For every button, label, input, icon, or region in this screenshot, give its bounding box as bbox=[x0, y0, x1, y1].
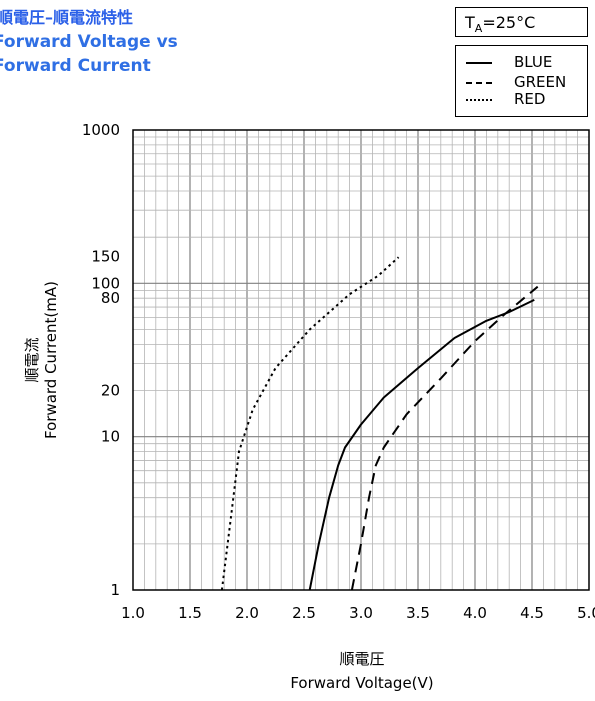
series-line-blue bbox=[308, 298, 535, 591]
temperature-symbol: T bbox=[465, 13, 475, 32]
y-tick-label: 20 bbox=[101, 382, 120, 400]
legend-item-red: RED bbox=[466, 90, 584, 108]
x-tick-label: 3.5 bbox=[406, 604, 430, 622]
title-japanese: 順電圧–順電流特性 bbox=[0, 8, 134, 27]
x-tick-label: 2.5 bbox=[292, 604, 316, 622]
x-tick-label: 1.5 bbox=[178, 604, 202, 622]
temperature-value: =25°C bbox=[482, 13, 536, 32]
x-axis-label-english: Forward Voltage(V) bbox=[290, 674, 434, 692]
y-tick-label: 10 bbox=[101, 428, 120, 446]
x-axis-label-japanese: 順電圧 bbox=[339, 650, 385, 668]
series-line-green bbox=[350, 285, 539, 591]
legend-item-green: GREEN bbox=[466, 73, 584, 91]
y-tick-label: 1000 bbox=[82, 121, 120, 139]
temperature-condition-box: TA=25°C bbox=[455, 7, 588, 37]
legend-label-blue: BLUE bbox=[514, 53, 553, 71]
x-tick-label: 5.0 bbox=[577, 604, 595, 622]
plot-frame bbox=[132, 129, 590, 591]
x-axis-label: 順電圧 Forward Voltage(V) bbox=[262, 647, 462, 695]
legend-item-blue: BLUE bbox=[466, 53, 584, 71]
x-tick-label: 1.0 bbox=[121, 604, 145, 622]
x-tick-label: 4.0 bbox=[463, 604, 487, 622]
legend-label-red: RED bbox=[514, 90, 546, 108]
y-tick-label: 1 bbox=[110, 581, 120, 599]
x-tick-label: 3.0 bbox=[349, 604, 373, 622]
title-english-line2: Forward Current bbox=[0, 56, 151, 76]
x-tick-label: 4.5 bbox=[520, 604, 544, 622]
y-tick-label: 150 bbox=[91, 247, 120, 265]
y-tick-label: 100 bbox=[91, 274, 120, 292]
y-tick-label: 80 bbox=[101, 289, 120, 307]
legend-dashed-line bbox=[466, 82, 492, 84]
title-english-line1: Forward Voltage vs bbox=[0, 32, 178, 52]
x-tick-label: 2.0 bbox=[235, 604, 259, 622]
legend: BLUE GREEN RED bbox=[455, 45, 588, 117]
temperature-subscript: A bbox=[474, 22, 483, 36]
legend-dotted-line bbox=[466, 99, 492, 101]
legend-solid-line bbox=[466, 62, 492, 64]
legend-label-green: GREEN bbox=[514, 73, 567, 91]
chart-title: 順電圧–順電流特性 Forward Voltage vs Forward Cur… bbox=[0, 6, 178, 78]
